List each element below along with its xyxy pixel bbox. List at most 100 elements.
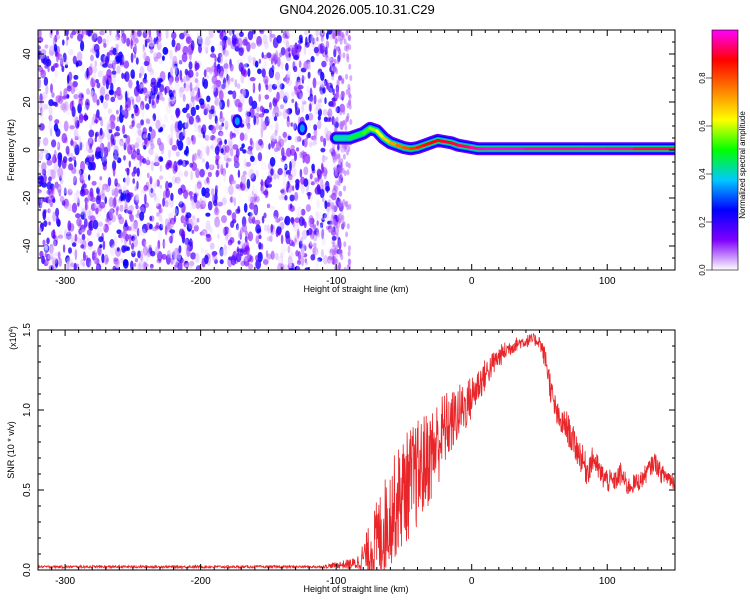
noise-speck: [301, 184, 305, 194]
noise-speck: [289, 263, 293, 269]
noise-speck: [302, 100, 307, 105]
noise-speck: [205, 46, 209, 54]
noise-speck: [334, 38, 338, 45]
noise-speck: [116, 157, 122, 164]
noise-speck: [46, 181, 52, 191]
noise-speck: [117, 213, 122, 220]
noise-speck: [160, 219, 165, 229]
noise-speck: [306, 91, 310, 99]
noise-speck: [108, 89, 115, 96]
noise-speck: [268, 143, 271, 150]
noise-speck: [327, 228, 332, 234]
noise-speck: [46, 237, 50, 245]
noise-speck: [229, 174, 234, 185]
noise-speck: [320, 227, 325, 237]
noise-speck: [286, 118, 291, 128]
noise-speck: [224, 67, 228, 76]
noise-speck: [115, 99, 120, 107]
noise-speck: [174, 63, 178, 68]
noise-speck: [54, 102, 59, 108]
noise-speck: [338, 48, 341, 55]
noise-speck: [165, 162, 170, 170]
noise-speck: [161, 165, 167, 174]
noise-speck: [44, 128, 48, 137]
noise-speck: [219, 161, 225, 169]
noise-speck: [308, 95, 315, 106]
noise-speck: [47, 197, 52, 204]
noise-speck: [41, 162, 47, 172]
noise-speck: [128, 79, 133, 89]
noise-speck: [315, 30, 320, 37]
noise-speck: [326, 82, 329, 90]
colorbar-tick-label: 0.2: [698, 216, 707, 228]
noise-speck: [273, 105, 280, 115]
noise-speck: [281, 112, 286, 117]
noise-speck: [277, 168, 283, 176]
noise-speck: [181, 52, 188, 63]
noise-speck: [52, 228, 56, 238]
noise-speck: [307, 118, 312, 129]
noise-speck: [320, 79, 327, 89]
noise-speck: [110, 185, 115, 194]
noise-speck: [174, 46, 178, 53]
noise-speck: [178, 132, 185, 141]
noise-speck: [140, 250, 144, 262]
noise-speck: [68, 48, 74, 56]
noise-speck: [243, 133, 248, 141]
noise-speck: [280, 234, 284, 245]
noise-speck: [179, 228, 185, 237]
noise-speck: [73, 193, 79, 204]
noise-speck: [127, 144, 133, 155]
noise-speck: [269, 235, 273, 243]
noise-speck: [188, 61, 193, 70]
noise-speck: [281, 188, 286, 195]
noise-speck: [122, 259, 129, 269]
noise-speck: [89, 260, 93, 270]
noise-speck: [93, 43, 100, 53]
noise-speck: [121, 107, 126, 116]
noise-speck: [267, 116, 274, 123]
noise-speck: [169, 223, 175, 229]
noise-speck: [107, 59, 114, 69]
noise-speck: [102, 183, 109, 190]
noise-speck: [210, 84, 217, 93]
noise-speck: [234, 161, 240, 168]
noise-speck: [51, 92, 55, 98]
colorbar-tick-label: 0.8: [698, 72, 707, 84]
noise-speck: [74, 249, 78, 261]
noise-speck: [104, 57, 108, 66]
noise-speck: [165, 30, 169, 40]
noise-speck: [285, 182, 289, 193]
noise-speck: [93, 203, 100, 210]
noise-speck: [113, 154, 119, 162]
spectrogram-blobs: [232, 114, 308, 136]
noise-speck: [121, 230, 127, 239]
noise-speck: [46, 159, 53, 166]
noise-speck: [241, 55, 245, 61]
noise-speck: [115, 207, 119, 216]
noise-speck: [177, 187, 183, 195]
noise-speck: [188, 102, 193, 109]
noise-speck: [321, 236, 326, 246]
noise-speck: [234, 161, 240, 169]
noise-speck: [104, 128, 108, 138]
noise-speck: [124, 199, 128, 209]
noise-speck: [174, 176, 181, 184]
noise-speck: [169, 247, 175, 256]
noise-speck: [329, 252, 333, 257]
noise-speck: [48, 51, 54, 56]
noise-speck: [194, 60, 198, 72]
noise-speck: [186, 153, 190, 158]
noise-speck: [57, 141, 61, 151]
noise-speck: [164, 114, 168, 123]
noise-speck: [97, 136, 103, 143]
noise-speck: [57, 234, 64, 239]
noise-speck: [125, 90, 128, 102]
noise-speck: [227, 75, 231, 85]
noise-speck: [340, 260, 345, 270]
noise-speck: [72, 175, 77, 186]
noise-speck: [333, 126, 337, 133]
noise-speck: [216, 30, 221, 34]
noise-speck: [317, 72, 321, 80]
noise-speck: [186, 136, 192, 146]
